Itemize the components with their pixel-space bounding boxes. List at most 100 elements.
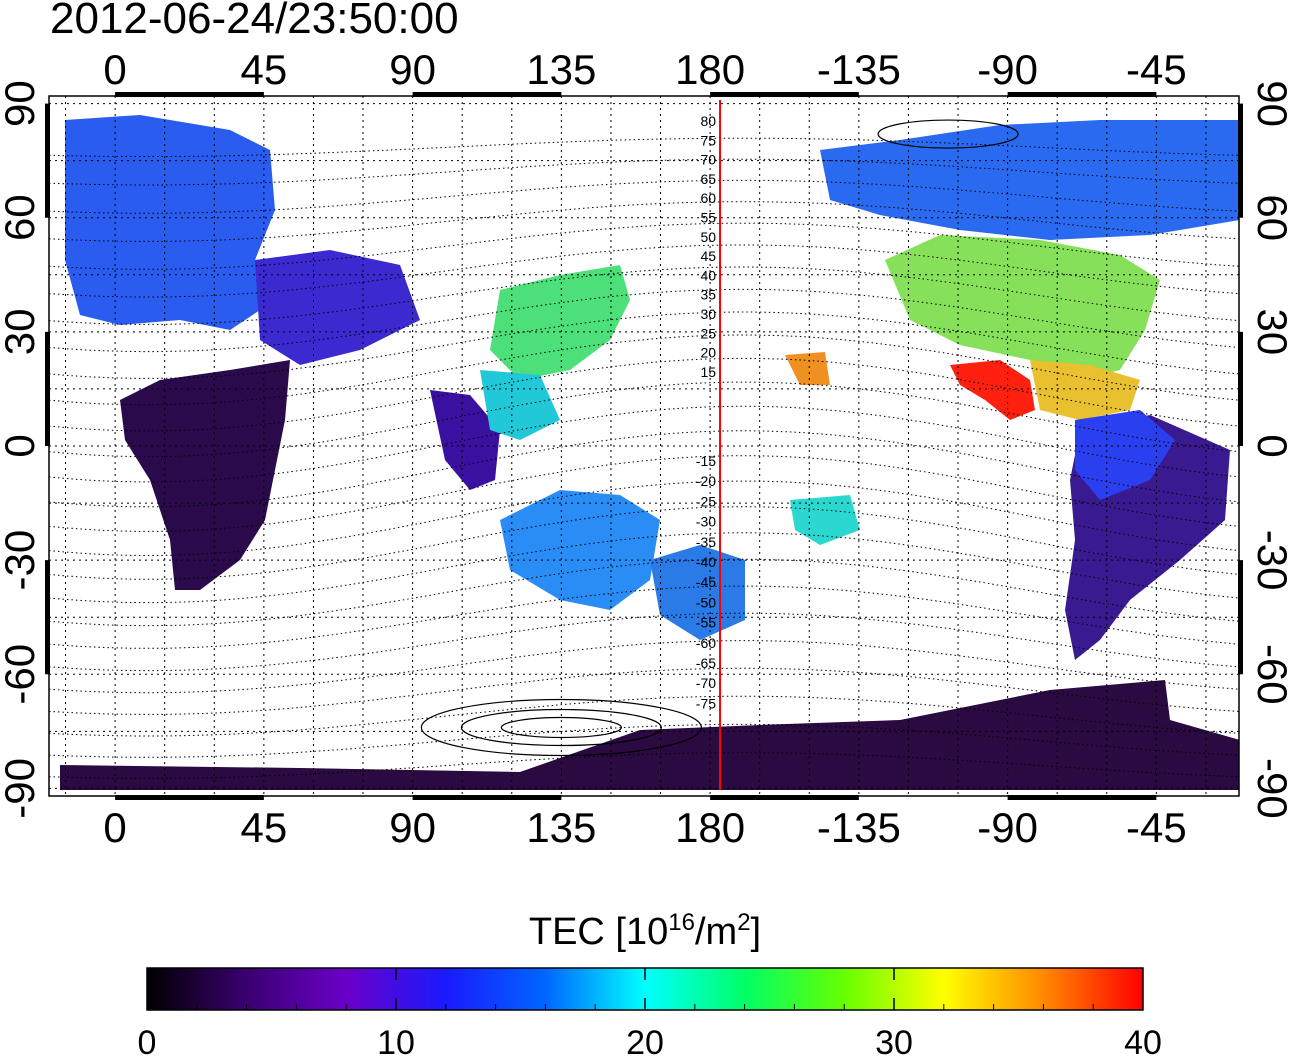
dip-contour-line [49,311,1239,379]
tec-map: 80 75 70 65 60 55 50 45 40 35 30 25 20 15 -15 -20 -25 -30… [49,96,1239,796]
contour-label: 60 [700,190,716,206]
right-lat-tick-label: 30 [1249,309,1292,356]
bottom-lon-tick-label: -90 [977,804,1038,851]
frame-bar-right [1238,103,1243,218]
dip-contour-line [49,158,1239,186]
frame-bar-bottom [412,795,562,800]
colorbar-tick-label: 30 [875,1024,913,1057]
contour-label: 80 [700,113,716,129]
south-pole-contour [420,698,702,757]
dip-contour-line [49,357,1239,432]
bottom-lon-tick-label: -45 [1126,804,1187,851]
dip-contour-line [49,381,1239,458]
contour-label: -40 [696,554,716,570]
top-lon-tick-label: 90 [389,46,436,93]
colorbar-tick-label: 10 [377,1024,415,1057]
tec-region-north-america [885,235,1160,380]
right-lat-tick-label: -30 [1249,530,1292,591]
top-lon-tick-label: 135 [526,46,596,93]
dip-contour-line [49,585,1239,649]
right-lat-tick-label: -90 [1249,758,1292,819]
bottom-lon-tick-label: -135 [817,804,901,851]
tec-region-mexico-hot [950,360,1035,420]
contour-label: -60 [696,635,716,651]
dip-contour-line [49,640,1239,694]
frame-tick-bars [45,92,1243,800]
tec-data-layer [60,115,1239,790]
contour-label: -35 [696,534,716,550]
frame-bar-top [412,92,562,97]
tec-region-south-america-blue [1075,410,1175,500]
contour-label: -25 [696,493,716,509]
dip-contour-line [49,179,1239,214]
frame-bar-left [45,103,50,218]
south-pole-contour [460,708,662,747]
tec-region-caribbean [1030,360,1140,420]
dip-contour-line [49,201,1239,242]
bottom-longitude-axis: 0 45 90 135 180 -135 -90 -45 [103,804,1186,851]
top-lon-tick-label: 0 [103,46,126,93]
timestamp-title: 2012-06-24/23:50:00 [50,0,459,43]
dip-contour-line [49,480,1239,556]
contour-label: 50 [700,229,716,245]
frame-bar-left [45,560,50,675]
tec-region-south-pacific [790,495,860,545]
right-lat-tick-label: 0 [1249,434,1292,457]
tec-region-antarctica [60,680,1239,790]
frame-bar-right [1238,331,1243,446]
frame-bar-left [45,331,50,446]
map-graticule [49,96,1239,796]
top-lon-tick-label: 45 [241,46,288,93]
dip-contours [49,119,1239,779]
colorbar-ticks: 0 10 20 30 40 [138,968,1162,1057]
left-lat-tick-label: -90 [0,758,43,819]
contour-label: -55 [696,615,716,631]
top-lon-tick-label: 180 [675,46,745,93]
bottom-lon-tick-label: 180 [675,804,745,851]
contour-label: 55 [700,210,716,226]
dip-contour-line [49,266,1239,325]
bottom-lon-tick-label: 0 [103,804,126,851]
colorbar-tick-label: 20 [626,1024,664,1057]
south-pole-contour [500,716,622,739]
contour-label: -70 [696,675,716,691]
contour-label: 40 [700,267,716,283]
contour-value-labels: 80 75 70 65 60 55 50 45 40 35 30 25 20 15 -15 -20 -25 -30… [696,113,716,711]
dip-contour-line [49,558,1239,627]
frame-bar-top [1007,92,1157,97]
dip-contour-line [49,723,1239,758]
colorbar-tick-label: 40 [1124,1024,1162,1057]
left-latitude-axis: 90 60 30 0 -30 -60 -90 [0,80,43,819]
left-lat-tick-label: 90 [0,80,43,127]
left-lat-tick-label: 0 [0,434,43,457]
contour-label: 65 [700,171,716,187]
contour-label: -45 [696,574,716,590]
north-pole-contour [877,119,1019,149]
tec-region-middle-east [255,250,420,365]
dip-contour-line [49,695,1239,737]
contour-label: 45 [700,248,716,264]
contour-label: -75 [696,695,716,711]
contour-label: 25 [700,325,716,341]
top-lon-tick-label: -90 [977,46,1038,93]
contour-label: -20 [696,473,716,489]
dip-contour-line [49,334,1239,406]
contour-label: -50 [696,594,716,610]
left-lat-tick-label: -60 [0,644,43,705]
dip-contour-line [49,532,1239,604]
colorbar-title: TEC [1016/m2] [529,909,761,953]
right-lat-tick-label: 90 [1249,80,1292,127]
dip-contour-line [49,752,1239,779]
bottom-lon-tick-label: 135 [526,804,596,851]
contour-label: 75 [700,132,716,148]
dip-contour-line [49,455,1239,532]
bottom-lon-tick-label: 90 [389,804,436,851]
dip-contour-line [49,612,1239,672]
contour-label: 30 [700,306,716,322]
frame-bar-bottom [710,795,859,800]
contour-label: -15 [696,453,716,469]
dip-contour-line [49,244,1239,298]
tec-region-asia-blue [480,370,560,440]
left-lat-tick-label: 60 [0,194,43,241]
